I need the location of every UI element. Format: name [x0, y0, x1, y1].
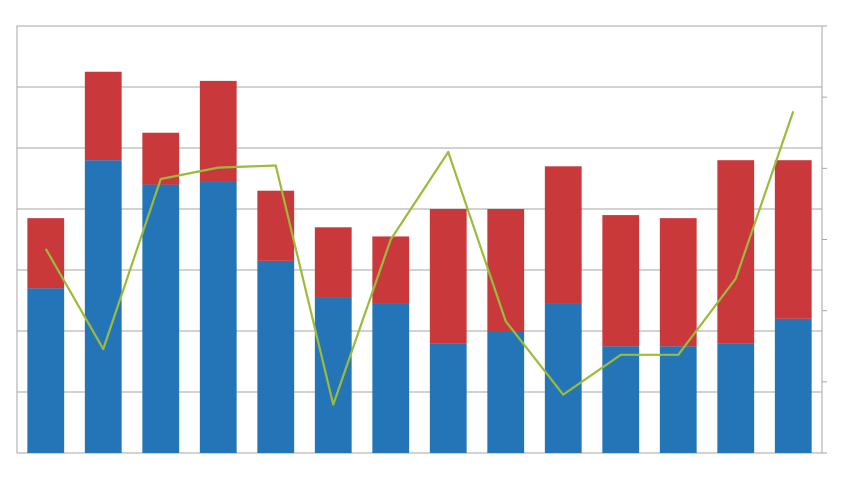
- plot-frame: [16, 25, 823, 454]
- bar-segment: [372, 303, 410, 453]
- bar-segment: [774, 318, 812, 453]
- bar-segment: [429, 209, 467, 344]
- line-series: [44, 111, 795, 406]
- bar-segment: [602, 215, 640, 347]
- bar-segment: [257, 260, 295, 453]
- bar-segment: [487, 209, 525, 331]
- bar-segment: [314, 297, 352, 453]
- bar-segment: [27, 288, 65, 453]
- bar-segment: [774, 160, 812, 319]
- bar-segment: [27, 218, 65, 289]
- bar-segment: [257, 190, 295, 261]
- bar-segment: [487, 331, 525, 453]
- bar-segment: [84, 160, 122, 453]
- bar-segment: [142, 184, 180, 453]
- bar-segment: [544, 166, 582, 304]
- bar-segment: [717, 343, 755, 453]
- bar-segment: [199, 181, 237, 454]
- bar-segment: [659, 346, 697, 453]
- bar-segment: [429, 343, 467, 453]
- bar-segment: [84, 71, 122, 161]
- bar-segment: [199, 80, 237, 182]
- bar-segment: [372, 236, 410, 304]
- bar-segment: [717, 160, 755, 344]
- bar-segment: [314, 227, 352, 298]
- bar-segment: [659, 218, 697, 347]
- bar-segment: [602, 346, 640, 453]
